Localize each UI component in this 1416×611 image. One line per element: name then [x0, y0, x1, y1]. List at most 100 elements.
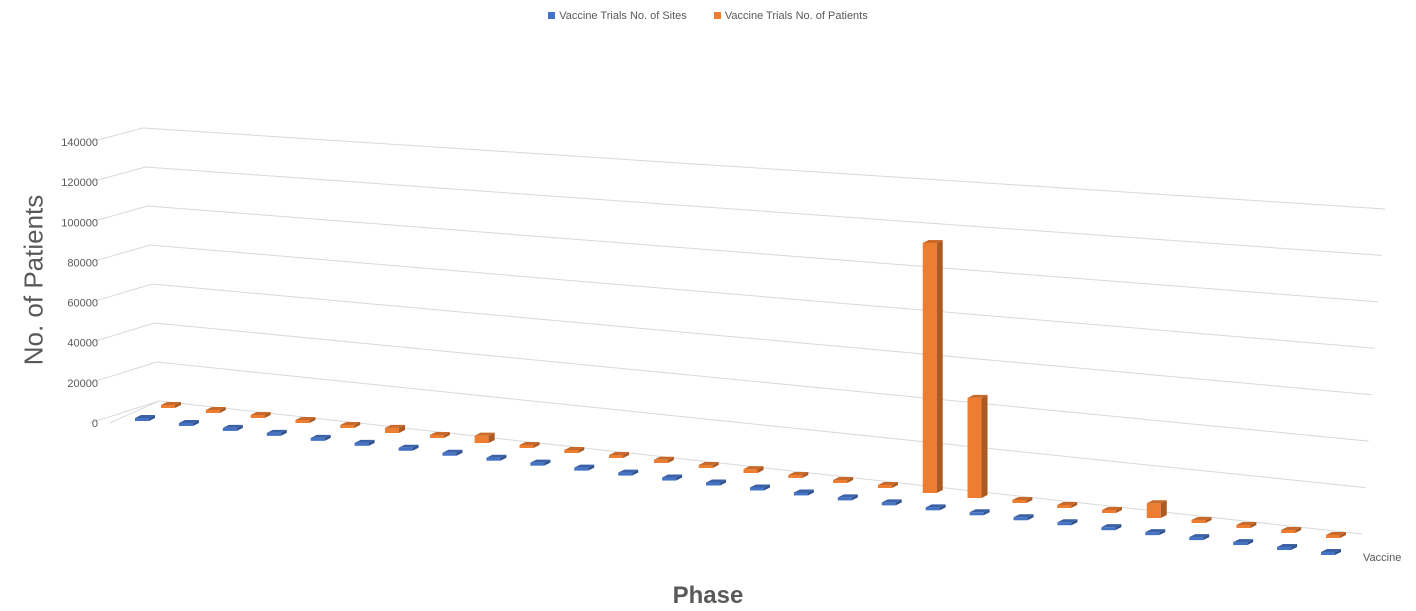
bar-patients-top [161, 402, 181, 405]
legend-swatch-sites [548, 12, 556, 19]
bar-patients-top [1191, 517, 1212, 520]
side-gridline [89, 322, 155, 344]
bar-patients [967, 397, 982, 498]
bar-patients [698, 465, 713, 468]
bar-sites-side [544, 459, 551, 466]
bar-patients-top [250, 412, 271, 415]
depth-axis-label: Vaccine [1363, 552, 1402, 564]
bar-sites-top [1057, 519, 1078, 523]
bar-patients-side [1250, 522, 1257, 528]
bar-patients-top [385, 424, 406, 428]
gridline [156, 361, 1366, 489]
bar-sites [618, 472, 633, 476]
bar-sites-side [1247, 539, 1254, 546]
bar-patients-top [1281, 527, 1302, 530]
side-gridline [89, 127, 144, 143]
bar-patients [788, 475, 803, 478]
gridline [152, 283, 1372, 396]
bar-patients-side [667, 456, 674, 463]
bar-sites-top [1013, 514, 1034, 518]
bar-sites [1057, 522, 1072, 526]
bar-sites-side [588, 464, 595, 471]
bar-patients [205, 410, 220, 413]
y-tick-label: 140000 [61, 137, 98, 149]
side-gridline [89, 361, 157, 384]
bar-sites [442, 452, 457, 456]
bar-sites [837, 497, 852, 501]
bar-patients-top [698, 462, 719, 465]
bar-patients-top [1057, 502, 1078, 505]
y-tick-label: 80000 [67, 257, 98, 269]
bar-patients [1281, 530, 1296, 533]
bar-sites-top [398, 444, 419, 448]
bar-patients-side [757, 466, 764, 473]
bar-patients-top [1326, 532, 1346, 535]
bar-patients-side [443, 432, 450, 438]
bar-patients [1191, 520, 1206, 523]
bar-sites-side [1335, 549, 1341, 555]
bar-sites-top [310, 434, 331, 438]
side-gridline [89, 400, 160, 424]
bar-patients [1012, 500, 1027, 503]
bar-patients-top [743, 466, 764, 470]
bar-patients [519, 445, 534, 448]
bar-patients-top [922, 239, 943, 243]
bar-sites-side [1071, 519, 1078, 526]
bar-sites [266, 432, 281, 436]
bar-patients [340, 425, 355, 428]
bar-sites-top [793, 489, 814, 493]
bar-sites-top [969, 509, 990, 513]
bar-sites-side [939, 504, 946, 511]
side-gridline [89, 166, 146, 183]
y-tick-label: 120000 [61, 177, 98, 189]
bar-sites-top [135, 415, 155, 418]
gridline [145, 166, 1382, 256]
bar-patients-side [533, 442, 540, 448]
bar-patients [1057, 505, 1072, 508]
bar-patients-side [578, 447, 585, 453]
gridline [149, 244, 1376, 349]
bar-patients-side [712, 462, 719, 468]
bar-sites-top [1101, 524, 1122, 528]
bar-sites-top [178, 419, 199, 423]
bar-sites-side [192, 419, 199, 426]
legend-swatch-patients [713, 12, 721, 19]
bar-patients-side [488, 432, 495, 443]
bar-sites-side [1291, 544, 1298, 551]
bar-sites-top [530, 459, 551, 463]
bar-sites [881, 502, 896, 506]
bar-sites-top [1145, 529, 1166, 533]
bar-sites-top [222, 424, 243, 428]
bar-patients-side [1071, 502, 1078, 508]
bar-sites-top [662, 474, 683, 478]
bar-patients-side [219, 407, 226, 413]
x-axis-title: Phase [672, 582, 744, 609]
bar-sites-top [837, 494, 858, 498]
bar-patients-top [340, 422, 361, 425]
bar-patients-side [1115, 507, 1122, 513]
bar-sites-top [486, 454, 507, 458]
bar-sites-side [807, 489, 814, 496]
y-tick-label: 60000 [67, 298, 98, 310]
bar-patients [1236, 525, 1251, 528]
bar-patients-top [295, 417, 316, 420]
bar-patients-side [802, 472, 809, 478]
bar-sites [178, 422, 193, 426]
bar-patients-side [981, 394, 988, 498]
bar-sites [1189, 537, 1204, 541]
bar-patients-top [1146, 500, 1167, 504]
bar-sites-top [618, 469, 639, 473]
bar-patients-side [847, 477, 854, 483]
bar-sites [354, 442, 369, 446]
bar-patients-top [609, 452, 630, 455]
bar-sites-side [763, 484, 770, 491]
bar-patients-side [1160, 500, 1167, 518]
bar-sites [749, 487, 764, 491]
bar-sites-side [412, 444, 419, 451]
bar-sites [793, 492, 808, 496]
bar-patients-side [399, 424, 406, 433]
bar-patients-top [833, 477, 854, 480]
bar-sites [530, 462, 545, 466]
legend-item-patients: Vaccine Trials No. of Patients [713, 10, 868, 22]
